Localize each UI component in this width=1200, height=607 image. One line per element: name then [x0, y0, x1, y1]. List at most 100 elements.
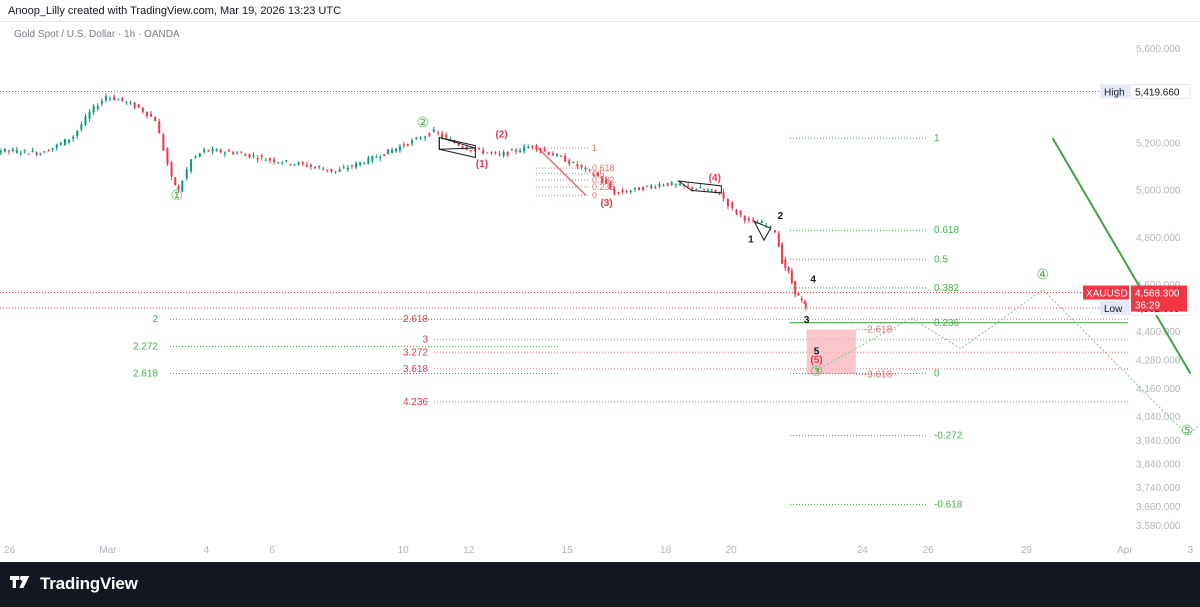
- candle-body: [133, 102, 136, 108]
- mid-fib-label: 4.236: [403, 397, 428, 408]
- wave-label: 4: [810, 275, 816, 286]
- box-level-label: -2.618: [864, 324, 893, 335]
- candle-body: [194, 156, 197, 158]
- candle-body: [543, 148, 546, 151]
- candle-body: [260, 155, 263, 157]
- y-tick-label: 4,800.000: [1136, 233, 1181, 244]
- candle-body: [662, 184, 665, 186]
- candle-body: [714, 189, 717, 192]
- y-tick-label: 3,840.000: [1136, 459, 1181, 470]
- candle-body: [419, 138, 422, 140]
- wave-label: (4): [709, 173, 721, 184]
- wave-label: (1): [476, 159, 488, 170]
- x-tick-label: 4: [204, 545, 210, 556]
- candle-body: [334, 171, 337, 173]
- high-badge-value: 5,419.660: [1135, 87, 1180, 98]
- small-fib-label: 0.382: [592, 175, 615, 185]
- candle-body: [203, 149, 206, 153]
- candle-body: [273, 159, 276, 163]
- triangle-pattern-1b: [438, 136, 476, 159]
- y-tick-label: 3,940.000: [1136, 436, 1181, 447]
- candle-body: [190, 159, 193, 172]
- candle-body: [629, 190, 632, 192]
- left-fib-label: 2.272: [133, 341, 158, 352]
- candle-body: [31, 150, 34, 152]
- candle-body: [584, 168, 587, 170]
- wave-label: ⑤: [1181, 422, 1194, 438]
- candle-body: [804, 303, 807, 308]
- candle-body: [695, 188, 698, 190]
- symbol-title: Gold Spot / U.S. Dollar · 1h · OANDA: [14, 29, 180, 40]
- wave-label: ②: [417, 114, 430, 130]
- candle-body: [457, 143, 460, 146]
- box-level-label: -3.618: [864, 369, 893, 380]
- candle-body: [72, 136, 75, 139]
- candle-body: [633, 187, 636, 190]
- candle-body: [769, 226, 772, 228]
- price-chart[interactable]: Gold Spot / U.S. Dollar · 1h · OANDA 5,60…: [0, 22, 1200, 562]
- candle-body: [154, 117, 157, 122]
- candle-body: [398, 146, 401, 151]
- tradingview-logo[interactable]: TradingView: [10, 574, 138, 594]
- candle-body: [359, 162, 362, 166]
- candle-body: [285, 160, 288, 162]
- right-fib-label: -0.272: [934, 430, 963, 441]
- candle-body: [0, 150, 2, 153]
- x-tick-label: 10: [398, 545, 410, 556]
- candle-body: [350, 165, 353, 167]
- wave-label: 5: [814, 347, 820, 358]
- candle-body: [256, 157, 259, 160]
- small-fib-label: 1: [592, 143, 597, 153]
- candle-body: [219, 149, 222, 153]
- candle-body: [445, 134, 448, 138]
- candle-body: [236, 152, 239, 154]
- candle-body: [803, 302, 806, 304]
- candle-body: [703, 189, 706, 191]
- candle-body: [43, 151, 46, 153]
- candle-body: [478, 148, 481, 150]
- candle-body: [211, 149, 214, 152]
- candle-body: [375, 157, 378, 159]
- candle-body: [80, 124, 83, 130]
- candle-body: [432, 129, 435, 132]
- x-tick-label: Apr: [1117, 545, 1133, 556]
- candle-body: [441, 133, 444, 138]
- candle-body: [277, 162, 280, 164]
- x-tick-label: 24: [857, 545, 869, 556]
- candle-body: [794, 280, 797, 295]
- candle-body: [162, 134, 165, 151]
- candle-body: [35, 152, 38, 155]
- candle-body: [215, 149, 218, 152]
- candle-body: [158, 121, 161, 134]
- candle-body: [482, 150, 485, 154]
- candle-body: [121, 97, 124, 101]
- candle-body: [539, 149, 542, 151]
- y-tick-label: 3,580.000: [1136, 521, 1181, 532]
- green-trend-line: [1051, 137, 1192, 375]
- candle-body: [486, 152, 489, 154]
- candle-body: [322, 169, 325, 171]
- candle-body: [129, 102, 132, 104]
- candle-body: [342, 167, 345, 169]
- x-tick-label: 18: [660, 545, 672, 556]
- candle-body: [510, 149, 513, 151]
- wave-label: (5): [810, 355, 822, 366]
- candle-body: [410, 140, 413, 144]
- candle-body: [166, 148, 169, 165]
- chart-area[interactable]: Gold Spot / U.S. Dollar · 1h · OANDA 5,60…: [0, 22, 1200, 562]
- candle-body: [96, 106, 99, 109]
- candle-body: [461, 146, 464, 148]
- candle-body: [355, 162, 358, 168]
- candle-body: [790, 270, 793, 283]
- candle-body: [424, 136, 427, 138]
- candle-body: [731, 202, 734, 208]
- candle-body: [76, 130, 79, 137]
- candle-body: [104, 96, 107, 101]
- candle-body: [777, 233, 780, 247]
- candle-body: [781, 244, 784, 264]
- candle-body: [387, 149, 390, 155]
- candle-body: [27, 153, 30, 155]
- candle-body: [613, 188, 616, 195]
- left-fib-label: 2: [152, 314, 158, 325]
- candle-body: [784, 259, 787, 268]
